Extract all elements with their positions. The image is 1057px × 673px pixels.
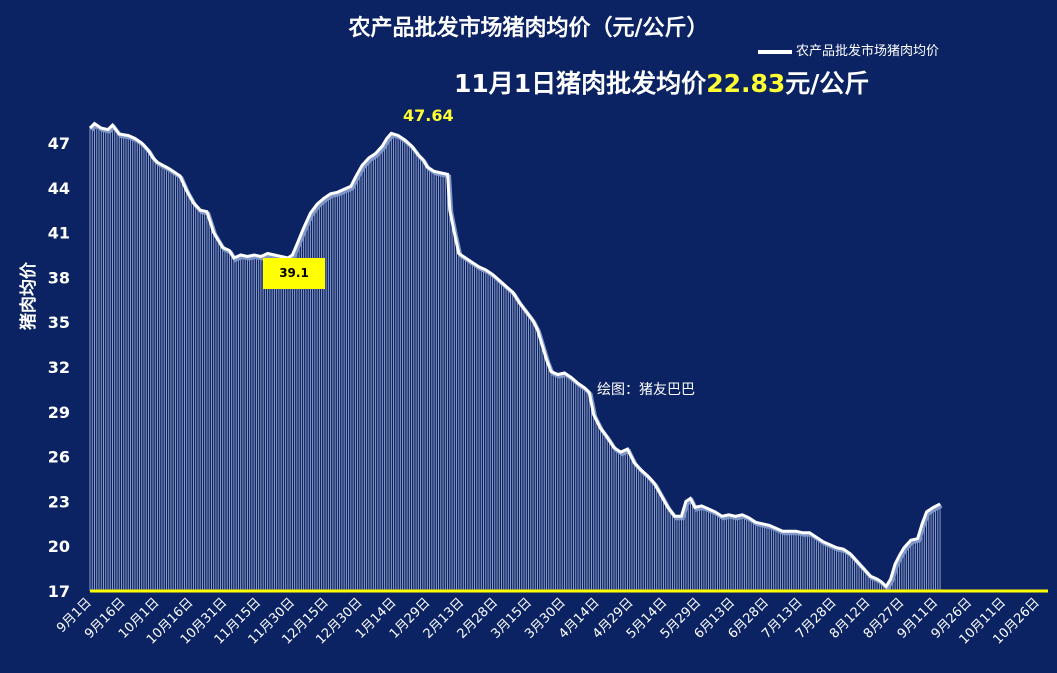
- series-line: [88, 121, 941, 589]
- y-tick-label: 41: [48, 224, 70, 243]
- low-annotation-box: 39.1: [263, 258, 325, 289]
- y-tick-label: 32: [48, 358, 70, 377]
- y-tick-label: 35: [48, 313, 70, 332]
- y-tick-label: 26: [48, 448, 70, 467]
- y-tick-labels: 17 20 23 26 29 32 35 38 41 44 47: [48, 134, 70, 601]
- y-tick-label: 29: [48, 403, 70, 422]
- legend-label: 农产品批发市场猪肉均价: [796, 44, 940, 59]
- chart-title: 农产品批发市场猪肉均价（元/公斤）: [348, 15, 709, 41]
- subtitle-prefix: 11月1日猪肉批发均价: [454, 69, 707, 98]
- y-tick-label: 17: [48, 582, 70, 601]
- y-tick-label: 44: [48, 179, 70, 198]
- y-tick-label: 38: [48, 268, 70, 287]
- y-tick-label: 47: [48, 134, 70, 153]
- subtitle-value: 22.83: [706, 69, 786, 98]
- peak-annotation: 47.64: [403, 106, 454, 125]
- y-axis-label: 猪肉均价: [19, 262, 39, 330]
- series-shadow-line: [90, 123, 943, 592]
- y-tick-label: 23: [48, 492, 70, 511]
- chart-subtitle: 11月1日猪肉批发均价22.83元/公斤: [454, 64, 869, 100]
- area-fill-stripes: [89, 123, 941, 591]
- legend-swatch: [758, 49, 792, 54]
- x-tick-labels: 9月1日9月16日10月1日10月16日10月31日11月15日11月30日12…: [54, 595, 1043, 647]
- watermark: 绘图：猪友巴巴: [597, 382, 695, 398]
- legend: 农产品批发市场猪肉均价: [758, 40, 939, 59]
- subtitle-suffix: 元/公斤: [785, 69, 870, 98]
- y-tick-label: 20: [48, 537, 70, 556]
